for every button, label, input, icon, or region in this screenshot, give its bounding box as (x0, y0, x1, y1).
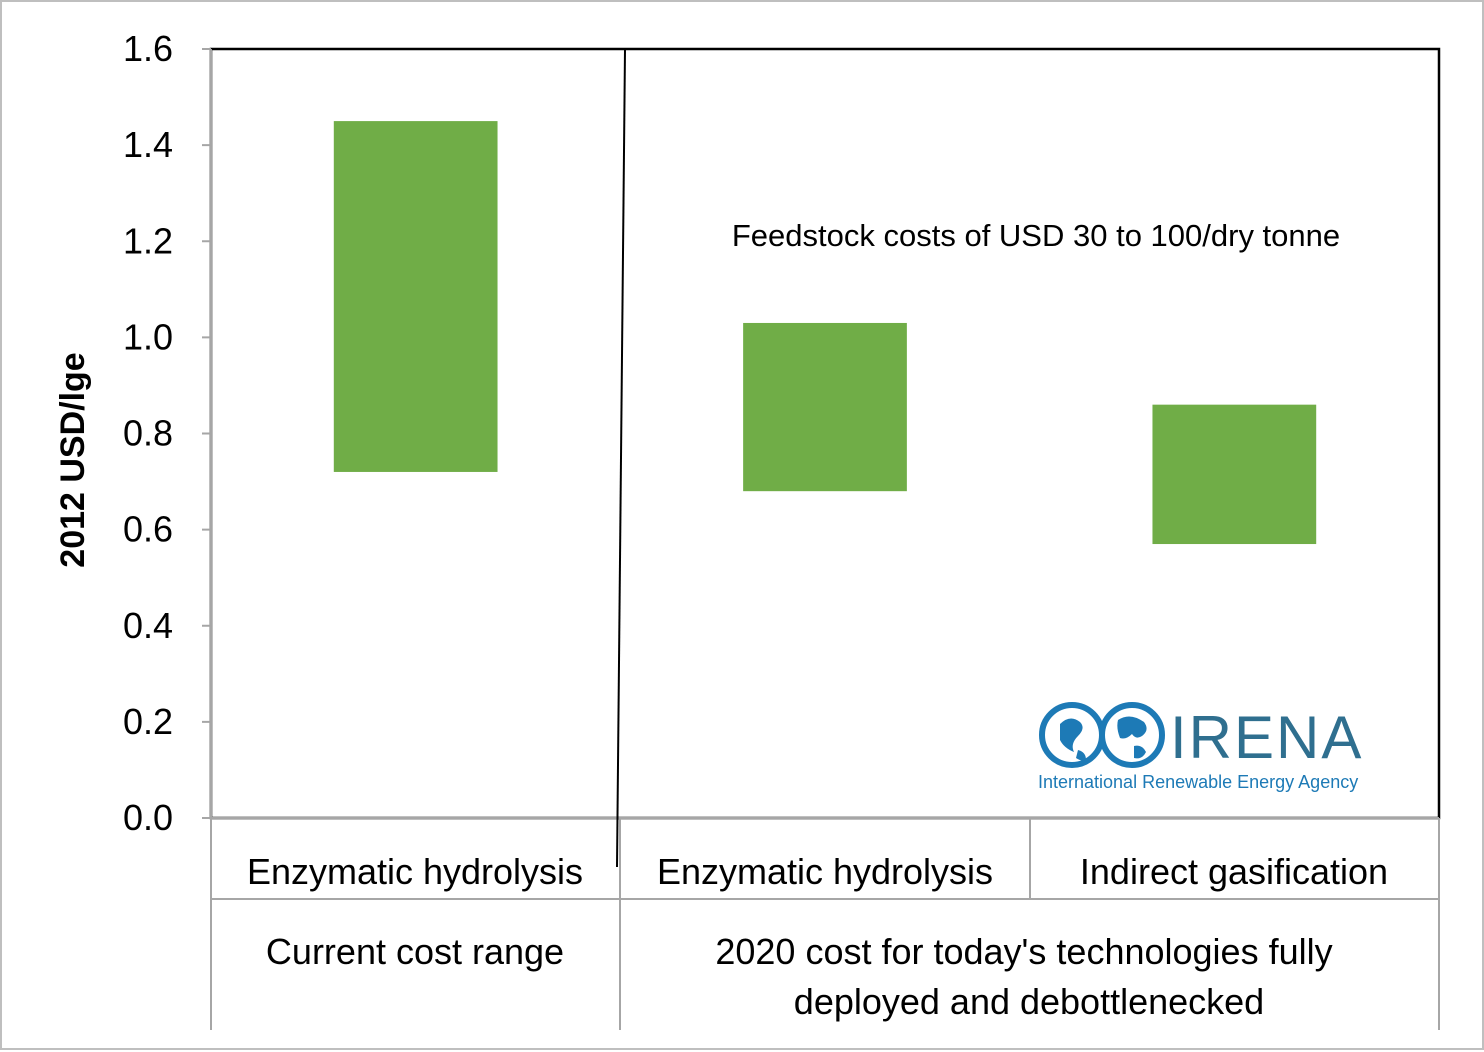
group-label-2020: 2020 cost for today's technologies fully… (715, 931, 1342, 1022)
y-axis-title: 2012 USD/lge (54, 352, 92, 567)
y-tick-label: 0.6 (123, 509, 173, 550)
y-ticks: 0.0 0.2 0.4 0.6 0.8 1.0 1.2 1.4 1.6 (123, 28, 211, 838)
group-divider-line (616, 48, 626, 868)
group-label-current: Current cost range (266, 931, 564, 972)
y-tick-label: 0.8 (123, 413, 173, 454)
logo-tagline: International Renewable Energy Agency (1038, 772, 1358, 792)
y-tick-label: 0.0 (123, 797, 173, 838)
logo-wordmark: IRENA (1170, 704, 1363, 771)
range-bar (333, 121, 498, 472)
y-tick-label: 0.4 (123, 605, 173, 646)
globe-infinity-icon (1039, 702, 1165, 768)
y-tick-label: 1.2 (123, 220, 173, 261)
y-tick-label: 1.0 (123, 316, 173, 357)
feedstock-annotation: Feedstock costs of USD 30 to 100/dry ton… (732, 218, 1340, 253)
category-label: Indirect gasification (1080, 851, 1388, 892)
irena-logo: IRENA International Renewable Energy Age… (1038, 702, 1363, 792)
category-label: Enzymatic hydrolysis (657, 851, 993, 892)
category-axis-lines (210, 818, 1440, 1030)
y-tick-label: 1.6 (123, 28, 173, 69)
bars (333, 121, 1317, 545)
y-tick-label: 0.2 (123, 701, 173, 742)
range-bar (743, 322, 907, 492)
category-label: Enzymatic hydrolysis (247, 851, 583, 892)
y-tick-label: 1.4 (123, 124, 173, 165)
range-bar (1152, 404, 1317, 545)
